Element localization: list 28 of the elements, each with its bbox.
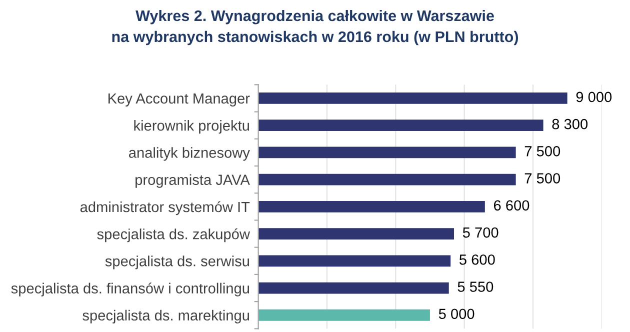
bar — [258, 120, 544, 132]
data-label: 5 000 — [438, 308, 474, 320]
y-tick-label: specjalista ds. zakupów — [97, 228, 250, 242]
bar — [258, 146, 516, 158]
bar — [258, 309, 430, 321]
bar — [258, 174, 516, 186]
y-tick-label: kierownik projektu — [134, 120, 250, 134]
y-tick-label: specjalista ds. marektingu — [82, 310, 250, 324]
bar — [258, 255, 451, 267]
y-tick-label: Key Account Manager — [108, 93, 250, 107]
y-tick-label: administrator systemów IT — [80, 201, 250, 216]
data-label: 6 600 — [494, 200, 530, 211]
bar — [258, 92, 568, 104]
y-tick-label: analityk biznesowy — [129, 147, 250, 161]
chart-title: Wykres 2. Wynagrodzenia całkowite w Warszawie na wybranych stanowiskach w 2016 roku (w PLN brutto) — [112, 10, 518, 46]
data-label: 7 500 — [524, 146, 560, 156]
bar — [258, 228, 454, 240]
data-label: 7 500 — [524, 173, 560, 184]
data-label: 8 300 — [552, 118, 588, 130]
y-tick-label: specjalista ds. serwisu — [105, 256, 250, 270]
data-label: 5 550 — [458, 282, 494, 292]
y-tick-label: programista JAVA — [136, 174, 250, 188]
bar — [258, 200, 485, 212]
data-label: 5 600 — [459, 254, 495, 265]
data-label: 9 000 — [576, 92, 612, 102]
data-label: 5 700 — [462, 227, 498, 238]
bar — [258, 282, 449, 294]
y-tick-label: specjalista ds. finansów i controllingu — [11, 282, 250, 296]
